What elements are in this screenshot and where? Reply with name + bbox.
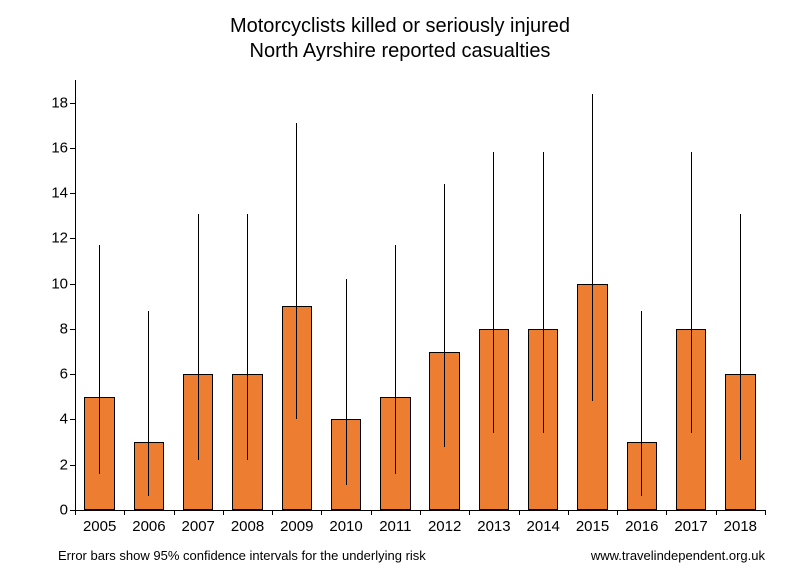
x-tick-mark [568, 510, 569, 515]
x-tick-label: 2012 [428, 518, 461, 535]
x-tick-mark [75, 510, 76, 515]
error-bar [740, 214, 741, 461]
x-tick-label: 2009 [280, 518, 313, 535]
y-tick-label: 8 [38, 320, 68, 337]
x-tick-label: 2016 [625, 518, 658, 535]
x-tick-mark [519, 510, 520, 515]
error-bar [148, 311, 149, 497]
error-bar [346, 279, 347, 485]
x-tick-label: 2013 [477, 518, 510, 535]
x-tick-label: 2011 [379, 518, 411, 535]
error-bar [395, 245, 396, 474]
y-tick-label: 2 [38, 456, 68, 473]
x-tick-mark [420, 510, 421, 515]
x-tick-label: 2015 [576, 518, 609, 535]
error-bar [641, 311, 642, 497]
chart-container: Motorcyclists killed or seriously injure… [0, 0, 800, 580]
x-tick-mark [469, 510, 470, 515]
x-tick-label: 2005 [83, 518, 116, 535]
error-bar [493, 152, 494, 433]
x-tick-label: 2010 [329, 518, 362, 535]
chart-title: Motorcyclists killed or seriously injure… [0, 14, 800, 64]
y-tick-label: 12 [38, 230, 68, 247]
plot-area [75, 80, 765, 510]
x-tick-mark [617, 510, 618, 515]
x-tick-mark [371, 510, 372, 515]
x-tick-mark [666, 510, 667, 515]
error-bar [691, 152, 692, 433]
error-bar [592, 94, 593, 402]
x-tick-label: 2014 [527, 518, 560, 535]
x-tick-mark [716, 510, 717, 515]
y-tick-label: 18 [38, 94, 68, 111]
error-bar [444, 184, 445, 447]
x-tick-label: 2008 [231, 518, 264, 535]
y-tick-label: 14 [38, 185, 68, 202]
y-tick-label: 6 [38, 366, 68, 383]
x-tick-label: 2017 [674, 518, 707, 535]
chart-title-line2: North Ayrshire reported casualties [250, 40, 551, 62]
x-tick-label: 2006 [132, 518, 165, 535]
error-bar [198, 214, 199, 461]
y-tick-label: 10 [38, 275, 68, 292]
x-tick-mark [272, 510, 273, 515]
y-tick-label: 0 [38, 502, 68, 519]
error-bar [543, 152, 544, 433]
x-tick-mark [124, 510, 125, 515]
y-tick-label: 4 [38, 411, 68, 428]
error-bar [296, 123, 297, 419]
y-tick-label: 16 [38, 139, 68, 156]
x-tick-mark [174, 510, 175, 515]
chart-title-line1: Motorcyclists killed or seriously injure… [230, 15, 570, 37]
x-tick-mark [321, 510, 322, 515]
footer-note-left: Error bars show 95% confidence intervals… [58, 548, 426, 563]
error-bar [99, 245, 100, 474]
error-bar [247, 214, 248, 461]
x-tick-label: 2007 [182, 518, 215, 535]
footer-note-right: www.travelindependent.org.uk [591, 548, 765, 563]
x-tick-mark [223, 510, 224, 515]
x-tick-label: 2018 [724, 518, 757, 535]
x-tick-mark [765, 510, 766, 515]
